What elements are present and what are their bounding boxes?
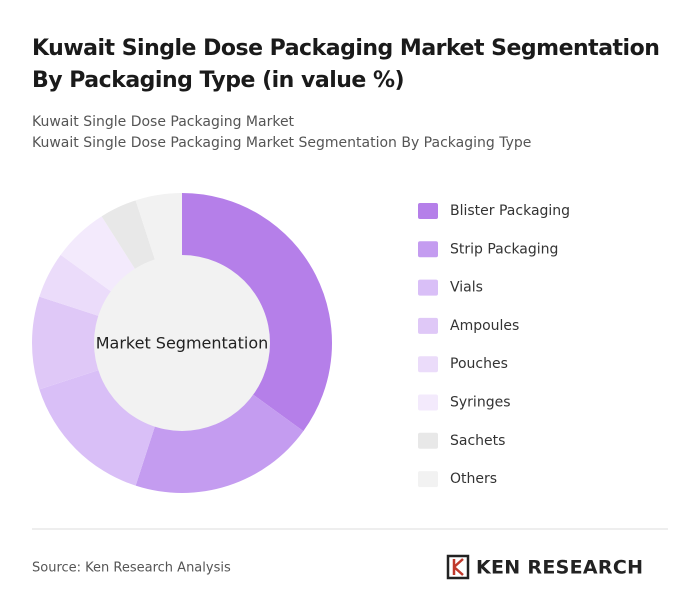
legend-swatch [418,317,438,334]
chart-title: By Packaging Type (in value %) [32,68,404,93]
logo-icon [446,554,470,580]
legend-label: Blister Packaging [450,203,570,219]
legend-label: Ampoules [450,318,519,334]
legend-swatch [418,356,438,373]
chart-title: Kuwait Single Dose Packaging Market Segm… [32,36,659,61]
legend-label: Syringes [450,395,510,411]
legend-swatch [418,241,438,258]
source: Source: Ken Research Analysis [32,561,231,576]
logo-text: KEN RESEARCH [476,557,643,579]
legend: Blister Packaging Strip Packaging Vials Amp… [418,203,570,488]
logo-icon [452,558,464,576]
legend-swatch [418,203,438,219]
legend-swatch [418,394,438,411]
legend-swatch [418,279,438,296]
legend-label: Vials [450,280,483,296]
legend-label: Strip Packaging [450,241,558,257]
legend-label: Sachets [450,433,505,449]
legend-label: Pouches [450,356,508,372]
center-label: Market Segmentation [96,334,269,353]
legend-swatch [418,471,438,488]
donut-hole [94,255,270,431]
logo: KEN RESEARCH [446,554,643,580]
subtitle: Kuwait Single Dose Packaging Market [32,114,295,130]
legend-swatch [418,432,438,449]
legend-label: Others [450,471,497,487]
subtitle: Kuwait Single Dose Packaging Market Segm… [32,135,531,151]
